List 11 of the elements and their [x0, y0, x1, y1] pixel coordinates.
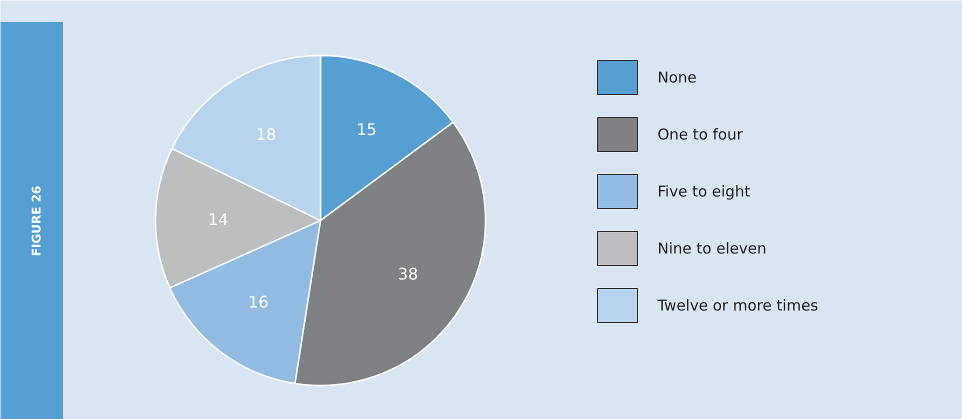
legend-label: One to four [658, 126, 744, 144]
data-label: 16 [248, 292, 269, 312]
data-label: 18 [256, 124, 276, 144]
legend-label: None [658, 68, 697, 86]
data-label: 38 [398, 264, 418, 284]
legend-label: Nine to eleven [658, 240, 766, 258]
legend-label: Twelve or more times [656, 296, 818, 314]
data-label: 14 [208, 210, 228, 229]
text: FIGURE 26 [30, 186, 44, 256]
legend-label: Five to eight [658, 182, 750, 200]
data-label: 15 [356, 120, 377, 140]
